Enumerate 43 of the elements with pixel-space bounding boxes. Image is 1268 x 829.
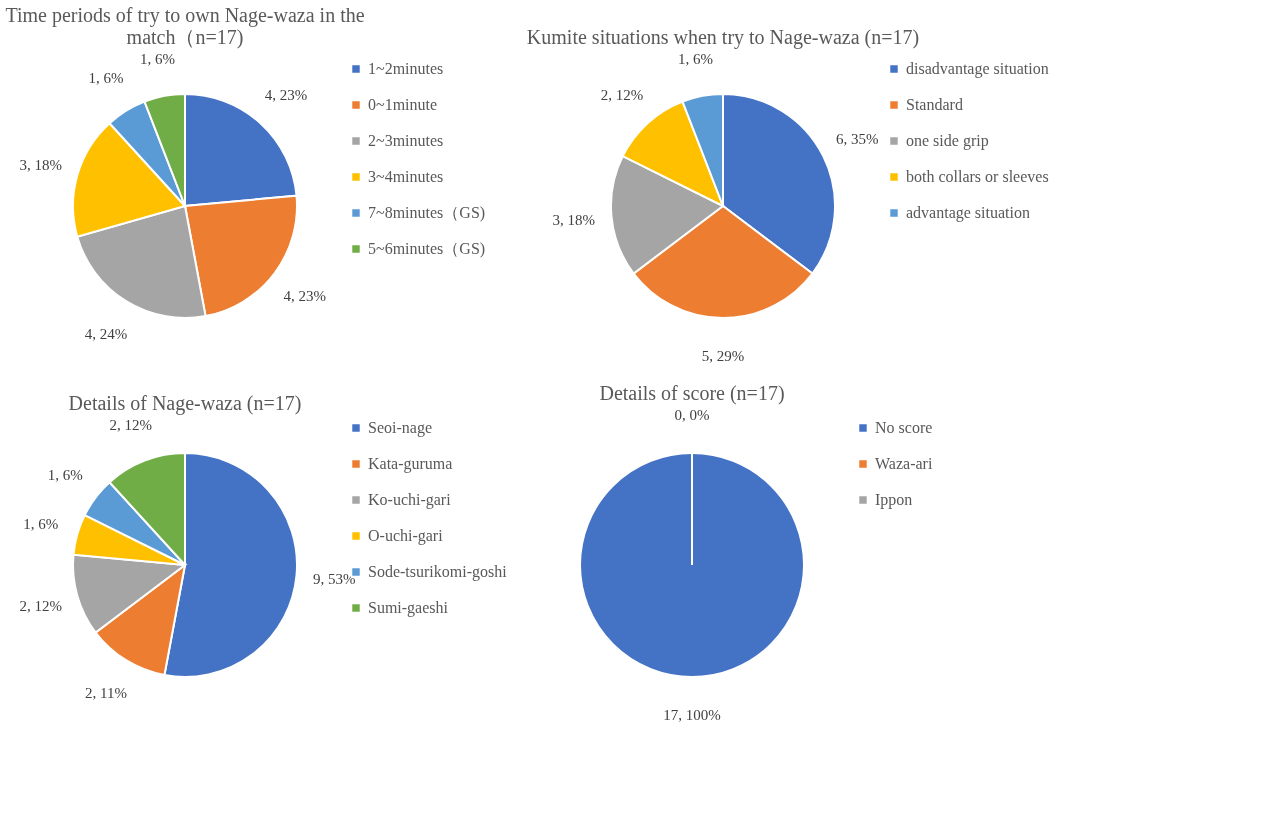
- legend-label: 2~3minutes: [368, 132, 444, 149]
- data-label: 1, 6%: [677, 50, 713, 67]
- data-label: 17, 100%: [663, 707, 721, 723]
- data-label: 5, 29%: [701, 348, 745, 364]
- data-label: 1, 6%: [47, 466, 83, 483]
- legend-label: Sode-tsurikomi-goshi: [368, 563, 508, 581]
- data-label: 1, 6%: [139, 50, 175, 67]
- legend-label: disadvantage situation: [906, 60, 1049, 78]
- legend-label: No score: [875, 419, 933, 436]
- chart-title: Kumite situations when try to Nage-waza (n=17): [526, 25, 920, 49]
- data-label: 3, 18%: [552, 211, 595, 228]
- legend-label: Ko-uchi-gari: [368, 491, 452, 509]
- legend-label: 7~8minutes（GS): [368, 204, 486, 222]
- data-label: 2, 11%: [85, 684, 128, 701]
- data-label: 4, 24%: [84, 325, 128, 342]
- data-label: 4, 23%: [264, 87, 308, 104]
- legend-label: Seoi-nage: [368, 419, 432, 437]
- data-label: 3, 18%: [19, 156, 62, 173]
- text: 0, 0%: [674, 407, 710, 423]
- data-label: 1, 6%: [23, 515, 59, 532]
- legend-label: Sumi-gaeshi: [368, 599, 449, 617]
- legend-label: 0~1minute: [368, 96, 438, 113]
- chart-title: Details of score (n=17): [599, 382, 785, 405]
- legend-label: advantage situation: [906, 204, 1030, 222]
- data-label: 9, 53%: [313, 570, 356, 587]
- legend-label: 3~4minutes: [368, 168, 444, 185]
- legend-label: one side grip: [906, 132, 989, 150]
- data-label: 2, 12%: [19, 598, 62, 615]
- legend-label: Ippon: [875, 491, 913, 509]
- data-label: 1, 6%: [88, 70, 124, 87]
- legend-label: Waza-ari: [875, 455, 933, 472]
- data-label: 2, 12%: [109, 417, 153, 434]
- chart-title: Details of Nage-waza (n=17): [68, 392, 302, 416]
- legend-label: O-uchi-gari: [368, 527, 444, 545]
- legend-label: 5~6minutes（GS): [368, 240, 486, 258]
- data-label: 4, 23%: [283, 288, 326, 305]
- legend-label: both collars or sleeves: [906, 168, 1049, 185]
- chart-title: Time periods of try to own Nage-waza in the match（n=17): [5, 3, 365, 49]
- data-label: 2, 12%: [600, 87, 644, 104]
- data-label: 6, 35%: [836, 131, 879, 148]
- legend-label: Kata-guruma: [368, 455, 453, 473]
- legend-label: 1~2minutes: [368, 60, 444, 77]
- legend-label: Standard: [906, 96, 963, 113]
